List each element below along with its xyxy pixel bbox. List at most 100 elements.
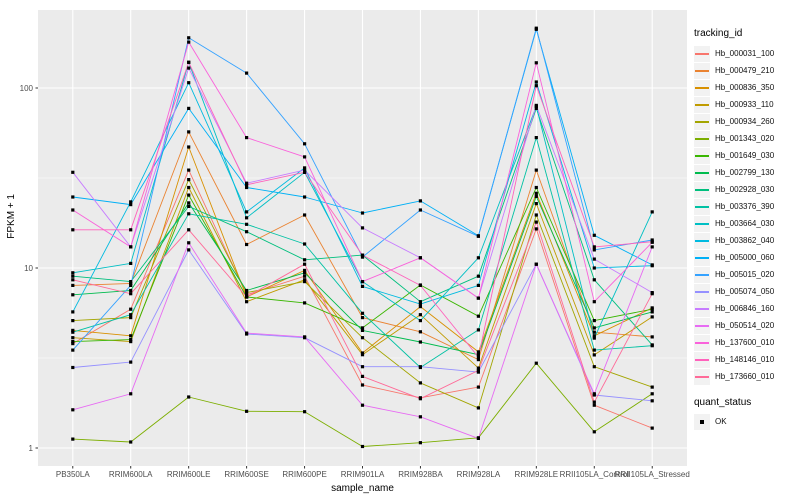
data-point (418, 441, 422, 445)
legend-key-line (695, 256, 709, 259)
legend-entry-Hb_003376_390: Hb_003376_390 (694, 198, 800, 215)
data-point (187, 228, 191, 232)
data-point (71, 228, 75, 232)
data-point (476, 370, 480, 374)
data-point (129, 228, 133, 232)
data-point (534, 227, 538, 231)
legend-entry-Hb_000479_210: Hb_000479_210 (694, 62, 800, 79)
legend-entry-label: Hb_000479_210 (715, 66, 775, 75)
data-point (418, 302, 422, 306)
data-point (418, 330, 422, 334)
data-point (418, 397, 422, 401)
data-point (303, 242, 307, 246)
data-point (360, 211, 365, 215)
black-square-point-icon (700, 419, 704, 424)
data-point (360, 284, 365, 288)
legend-entry-Hb_003664_030: Hb_003664_030 (694, 215, 800, 232)
data-point (71, 437, 75, 441)
data-point (245, 300, 249, 304)
data-point (245, 136, 249, 140)
data-point (71, 319, 75, 323)
data-point (71, 283, 75, 287)
legend-key-swatch (694, 198, 710, 215)
x-tick-label: PB350LA (56, 470, 90, 479)
legend-entry-Hb_000836_350: Hb_000836_350 (694, 79, 800, 96)
data-point (418, 283, 422, 287)
data-point (650, 292, 654, 296)
quant-key-swatch (694, 413, 710, 430)
data-point (245, 288, 249, 293)
legend-key-line (695, 205, 709, 208)
legend-key-line (695, 86, 709, 89)
data-point (534, 84, 538, 88)
data-point (418, 305, 422, 309)
legend-entry-Hb_002799_130: Hb_002799_130 (694, 164, 800, 181)
legend-entry-Hb_137600_010: Hb_137600_010 (694, 334, 800, 351)
data-point (592, 403, 596, 407)
quant-entries: OK (694, 413, 800, 430)
data-point (418, 340, 422, 344)
data-point (418, 199, 422, 203)
data-point (129, 313, 133, 317)
legend-key-swatch (694, 181, 710, 198)
data-point (129, 440, 133, 444)
legend-key-swatch (694, 368, 710, 385)
data-point (303, 274, 307, 278)
y-tick-label: 1 (29, 444, 34, 453)
legend-entry-label: Hb_173660_010 (715, 372, 775, 381)
legend-key-swatch (694, 113, 710, 130)
data-point (360, 374, 365, 378)
data-point (534, 194, 538, 198)
data-point (71, 293, 75, 297)
data-point (650, 210, 654, 214)
data-point (129, 334, 133, 338)
legend-key-swatch (694, 215, 710, 232)
data-point (534, 106, 538, 110)
data-point (592, 300, 596, 304)
data-point (129, 288, 133, 293)
data-point (245, 230, 249, 234)
legend-entry-Hb_005074_050: Hb_005074_050 (694, 283, 800, 300)
y-tick-label: 100 (20, 84, 34, 93)
data-point (71, 195, 75, 199)
y-tick-label: 10 (24, 264, 33, 273)
data-point (187, 204, 191, 208)
data-point (360, 326, 365, 330)
data-point (360, 383, 365, 387)
data-point (476, 283, 480, 287)
data-point (245, 295, 249, 299)
legend-key-line (695, 69, 709, 72)
legend-key-swatch (694, 283, 710, 300)
data-point (476, 353, 480, 357)
quant-entry-OK: OK (694, 413, 800, 430)
data-point (476, 436, 480, 440)
data-point (650, 392, 654, 396)
data-point (534, 220, 538, 224)
data-point (534, 80, 538, 84)
x-tick-label: RRIM901LA (341, 470, 385, 479)
data-point (129, 203, 133, 207)
data-point (360, 403, 365, 407)
data-point (187, 66, 191, 70)
data-point (650, 307, 654, 311)
data-point (303, 213, 307, 217)
legend-key-line (695, 375, 709, 378)
legend-entry-Hb_000934_260: Hb_000934_260 (694, 113, 800, 130)
legend-entry-Hb_148146_010: Hb_148146_010 (694, 351, 800, 368)
data-point (303, 268, 307, 272)
data-point (650, 399, 654, 403)
legend-entry-label: Hb_001649_030 (715, 151, 775, 160)
data-point (303, 278, 307, 282)
data-point (187, 201, 191, 205)
legend-entry-label: Hb_005000_060 (715, 253, 775, 262)
legend-key-swatch (694, 45, 710, 62)
data-point (245, 210, 249, 214)
x-tick-label: RRIM928LA (457, 470, 501, 479)
data-point (418, 208, 422, 212)
data-point (129, 360, 133, 364)
data-point (187, 395, 191, 399)
data-point (129, 281, 133, 286)
data-point (592, 266, 596, 270)
data-point (245, 293, 249, 297)
